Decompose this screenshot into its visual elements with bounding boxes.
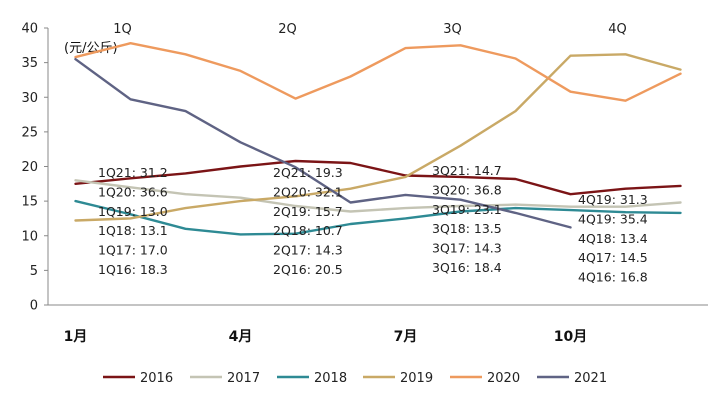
series-lines <box>74 42 682 236</box>
annotation-text: 4Q18: 13.4 <box>578 231 648 246</box>
annotation-text: 2Q21: 19.3 <box>273 165 343 180</box>
y-tick-label: 0 <box>30 299 38 314</box>
annotation-text: 4Q19: 31.3 <box>578 192 648 207</box>
annotation-text: 4Q19: 35.4 <box>578 211 648 226</box>
annotations: 1Q21: 31.2 1Q20: 36.6 1Q19: 13.0 1Q18: 13.1… <box>98 163 648 285</box>
series-line-2017 <box>74 179 682 213</box>
annotation-text: 3Q16: 18.4 <box>432 260 502 275</box>
series-line-2019 <box>74 53 682 222</box>
legend-label: 2018 <box>314 371 347 386</box>
legend-label: 2020 <box>487 371 520 386</box>
axes: 0 5 10 15 20 25 30 35 40 1月 4月 7月 10月 <box>21 22 708 345</box>
annotation-text: 3Q20: 36.8 <box>432 182 502 197</box>
unit-label: (元/公斤) <box>64 41 118 56</box>
x-tick-label: 1月 <box>64 329 88 345</box>
annotation-text: 1Q17: 17.0 <box>98 243 168 258</box>
annotation-text: 3Q18: 13.5 <box>432 221 502 236</box>
annotation-text: 3Q19: 23.1 <box>432 202 502 217</box>
x-tick-label: 10月 <box>554 329 587 345</box>
quarter-label: 2Q <box>278 22 297 37</box>
annotation-text: 1Q21: 31.2 <box>98 165 168 180</box>
annotation-text: 2Q18: 10.7 <box>273 223 343 238</box>
annotation-text: 1Q19: 13.0 <box>98 204 168 219</box>
quarter-label: 3Q <box>443 22 462 37</box>
quarter-label: 4Q <box>608 22 627 37</box>
series-line-2018 <box>74 199 682 236</box>
annotation-text: 4Q16: 16.8 <box>578 270 648 285</box>
annotation-text: 2Q19: 15.7 <box>273 204 343 219</box>
annotation-text: 1Q16: 18.3 <box>98 262 168 277</box>
y-tick-label: 10 <box>21 229 38 244</box>
x-tick-label: 7月 <box>394 329 418 345</box>
y-tick-label: 35 <box>21 56 38 71</box>
y-tick-label: 30 <box>21 91 38 106</box>
y-tick-label: 20 <box>21 160 38 175</box>
annotation-text: 1Q18: 13.1 <box>98 223 168 238</box>
legend-label: 2016 <box>140 371 173 386</box>
annotation-text: 2Q17: 14.3 <box>273 243 343 258</box>
quarter-labels: 1Q 2Q 3Q 4Q <box>113 22 627 37</box>
annotation-text: 2Q16: 20.5 <box>273 262 343 277</box>
series-line-2021 <box>74 58 572 229</box>
legend-label: 2017 <box>227 371 260 386</box>
x-tick-label: 4月 <box>229 329 253 345</box>
annotation-text: 4Q17: 14.5 <box>578 250 648 265</box>
series-line-2020 <box>74 42 682 102</box>
quarter-label: 1Q <box>113 22 132 37</box>
y-tick-label: 5 <box>30 264 38 279</box>
series-line-2016 <box>74 159 682 196</box>
legend-label: 2021 <box>574 371 607 386</box>
y-tick-label: 40 <box>21 22 38 37</box>
annotation-text: 1Q20: 36.6 <box>98 184 168 199</box>
y-tick-label: 25 <box>21 125 38 140</box>
y-tick-label: 15 <box>21 195 38 210</box>
legend: 2016 2017 2018 2019 2020 2021 <box>103 371 607 386</box>
annotation-text: 3Q21: 14.7 <box>432 163 502 178</box>
legend-label: 2019 <box>400 371 433 386</box>
annotation-text: 3Q17: 14.3 <box>432 241 502 256</box>
annotation-text: 2Q20: 32.1 <box>273 184 343 199</box>
